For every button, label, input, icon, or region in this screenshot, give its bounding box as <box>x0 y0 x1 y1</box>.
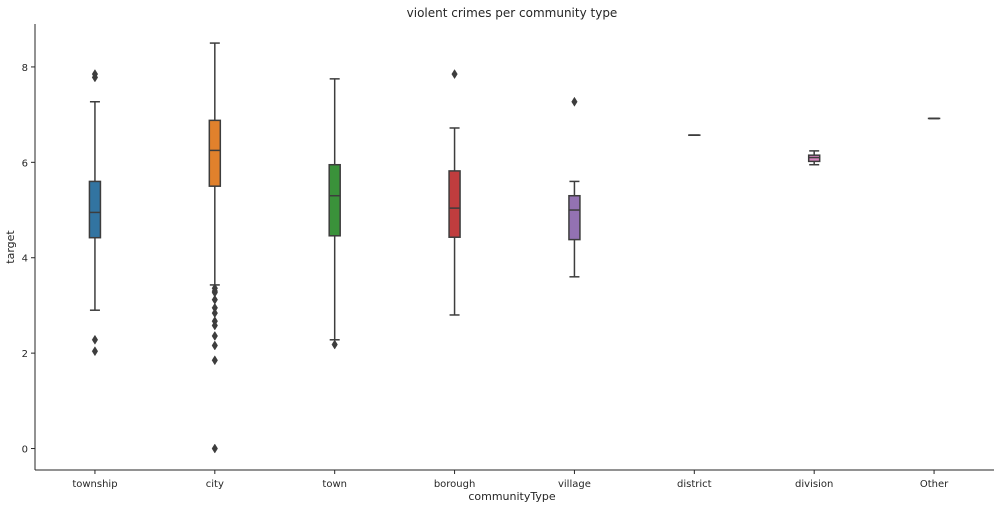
outlier-point <box>91 69 99 80</box>
x-tick-label: town <box>322 479 347 490</box>
outlier-point <box>451 69 458 80</box>
y-tick-label: 0 <box>22 445 28 456</box>
outlier-point <box>91 334 99 345</box>
outlier-point <box>211 443 218 454</box>
y-tick-label: 4 <box>22 254 28 265</box>
box-town <box>328 163 341 237</box>
x-tick-label: village <box>558 479 591 490</box>
x-tick-label: borough <box>434 479 476 490</box>
y-tick-label: 2 <box>22 349 28 360</box>
x-tick-label: township <box>72 479 117 490</box>
outlier-point <box>211 320 218 331</box>
outlier-point <box>211 330 218 341</box>
box-city <box>208 119 222 187</box>
plot-area: 0 2 4 6 8 township city town borough village distr… <box>22 24 994 490</box>
y-tick-label: 8 <box>22 63 28 74</box>
box-township <box>88 180 102 239</box>
outlier-point <box>331 339 338 350</box>
x-axis-label: communityType <box>468 490 556 503</box>
x-tick-label: district <box>677 479 712 490</box>
box-borough <box>448 170 461 238</box>
box-village <box>568 194 581 241</box>
outlier-point <box>91 346 99 357</box>
x-tick-label: city <box>206 479 224 490</box>
outlier-point <box>211 355 218 366</box>
x-tick-label: division <box>795 479 833 490</box>
outlier-point <box>571 96 578 107</box>
x-tick-label: Other <box>920 479 949 490</box>
outlier-point <box>211 340 218 351</box>
y-axis-label: target <box>4 230 17 264</box>
y-tick-label: 6 <box>22 158 28 169</box>
chart-title: violent crimes per community type <box>407 6 618 20</box>
